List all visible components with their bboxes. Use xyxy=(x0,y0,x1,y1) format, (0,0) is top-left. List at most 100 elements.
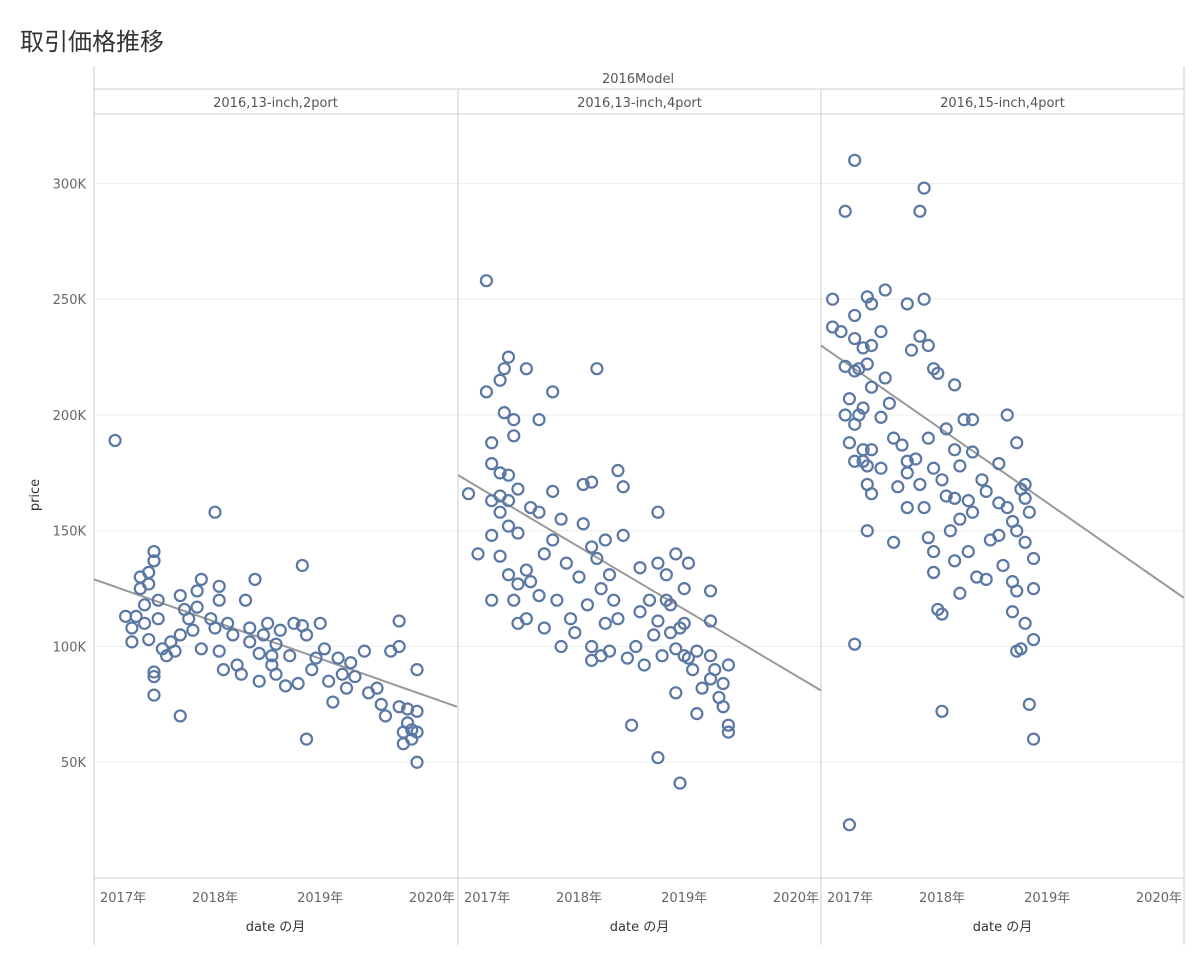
data-point xyxy=(965,445,980,459)
data-point xyxy=(344,656,358,670)
data-point xyxy=(147,665,161,679)
data-point xyxy=(921,431,935,445)
x-tick-label: 2018年 xyxy=(919,891,965,906)
data-point xyxy=(686,663,700,677)
x-tick-label: 2017年 xyxy=(100,891,146,906)
data-point xyxy=(921,338,935,353)
data-point xyxy=(721,725,736,739)
data-point xyxy=(598,533,612,547)
data-point xyxy=(904,343,919,357)
data-point xyxy=(151,593,165,607)
data-point xyxy=(137,598,152,612)
data-point xyxy=(935,607,949,621)
y-tick-label: 50K xyxy=(61,756,87,771)
data-point xyxy=(479,274,494,288)
data-point xyxy=(554,512,568,526)
data-point xyxy=(479,385,494,399)
data-point xyxy=(147,669,161,684)
data-point xyxy=(173,588,187,603)
data-point xyxy=(939,422,953,436)
data-point xyxy=(864,297,879,311)
data-point xyxy=(511,526,525,540)
data-point xyxy=(501,519,516,533)
data-point xyxy=(1026,732,1041,746)
data-point xyxy=(507,593,521,607)
data-point xyxy=(886,431,901,445)
data-point xyxy=(546,484,560,498)
data-point xyxy=(173,709,187,723)
data-point xyxy=(913,477,927,492)
data-point xyxy=(493,466,507,480)
data-point xyxy=(1026,551,1041,566)
data-point xyxy=(677,616,691,630)
data-point xyxy=(891,480,905,494)
data-point xyxy=(594,582,608,596)
y-axis: 50K 100K 150K 200K 250K 300K xyxy=(53,177,87,771)
data-point xyxy=(602,568,617,582)
data-point xyxy=(860,357,874,371)
data-point xyxy=(864,443,879,457)
data-point xyxy=(485,456,499,471)
data-point xyxy=(953,586,967,600)
panel-frames: 2016,13-inch,2port 2016,13-inch,4port 2016… xyxy=(93,66,1185,945)
data-point xyxy=(256,628,270,642)
data-point xyxy=(497,362,511,376)
data-point xyxy=(1018,491,1032,505)
data-point xyxy=(546,533,560,547)
data-point xyxy=(961,494,975,508)
data-point xyxy=(194,572,208,586)
data-point xyxy=(975,473,989,487)
data-point xyxy=(935,473,949,487)
panel-header: 2016,13-inch,4port xyxy=(577,96,702,111)
data-point xyxy=(585,639,599,654)
data-point xyxy=(651,505,665,519)
data-point xyxy=(309,651,323,665)
data-point xyxy=(339,681,354,695)
data-point xyxy=(842,436,857,450)
data-point xyxy=(965,413,980,427)
data-point xyxy=(392,614,406,628)
data-point xyxy=(948,554,962,568)
data-point xyxy=(882,396,896,410)
data-point xyxy=(659,568,673,582)
data-point xyxy=(590,362,604,376)
trend-line xyxy=(93,578,458,708)
data-point xyxy=(554,639,568,654)
data-point xyxy=(673,776,687,790)
data-point xyxy=(461,487,476,501)
data-point xyxy=(625,718,639,732)
data-point xyxy=(848,153,862,167)
data-point xyxy=(1018,616,1032,630)
data-point xyxy=(834,325,848,339)
data-point xyxy=(208,505,222,519)
data-point xyxy=(721,718,736,732)
data-point xyxy=(878,283,892,297)
data-point xyxy=(212,579,226,593)
data-point xyxy=(913,329,927,343)
data-point xyxy=(948,443,962,457)
trend-line xyxy=(820,344,1185,599)
data-point xyxy=(261,616,275,630)
data-point xyxy=(926,544,941,559)
data-point xyxy=(838,408,852,422)
data-point xyxy=(878,371,892,385)
data-point xyxy=(317,642,332,656)
data-point xyxy=(607,593,621,607)
data-point xyxy=(860,459,874,473)
data-point xyxy=(519,612,533,626)
data-point xyxy=(1005,605,1020,619)
data-point xyxy=(611,463,625,478)
x-tick-label: 2020年 xyxy=(1136,891,1182,906)
data-point xyxy=(216,663,231,677)
data-point xyxy=(677,582,691,596)
y-tick-label: 100K xyxy=(53,640,87,655)
data-point xyxy=(523,575,538,589)
data-point xyxy=(690,707,704,721)
data-point xyxy=(848,637,862,651)
x-tick-label: 2019年 xyxy=(661,891,707,906)
data-point xyxy=(118,609,133,623)
data-point xyxy=(602,644,617,658)
group-header: 2016Model xyxy=(602,72,674,87)
data-point xyxy=(190,584,204,598)
data-point xyxy=(221,616,235,630)
